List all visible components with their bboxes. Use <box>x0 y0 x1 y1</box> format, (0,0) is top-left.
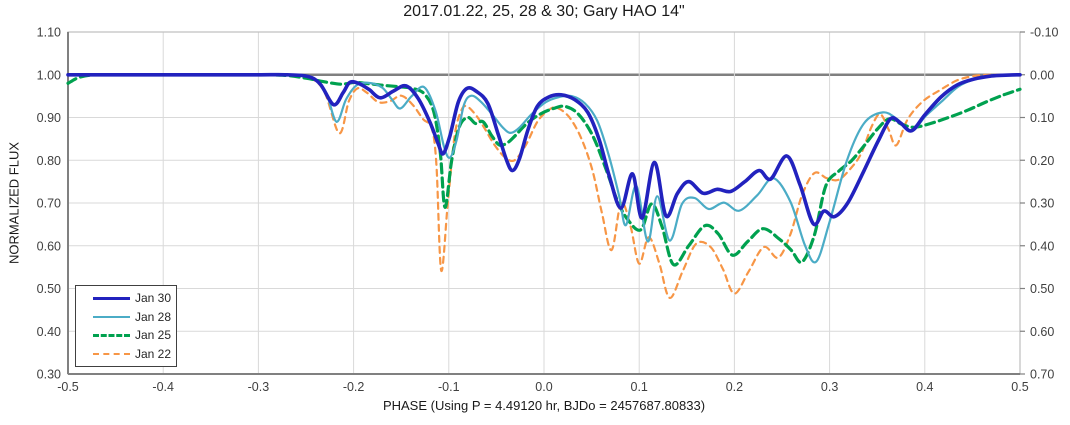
legend-item-jan-30: Jan 30 <box>93 292 176 304</box>
legend-line-sample-jan-30 <box>93 296 130 300</box>
y-tick-label-right: 0.00 <box>1030 68 1054 82</box>
x-tick-label: 0.0 <box>535 380 552 394</box>
x-tick-label: 0.4 <box>916 380 933 394</box>
legend-item-jan-22: Jan 22 <box>93 348 176 360</box>
x-tick-label: 0.1 <box>631 380 648 394</box>
x-tick-label: -0.4 <box>152 380 174 394</box>
y-tick-label-right: 0.50 <box>1030 282 1054 296</box>
y-tick-label-left: 1.10 <box>37 26 61 40</box>
x-tick-label: 0.5 <box>1011 380 1028 394</box>
series-line-jan-30 <box>66 72 1022 227</box>
legend-label: Jan 22 <box>135 346 172 361</box>
x-tick-label: -0.1 <box>438 380 460 394</box>
legend-line-sample-jan-22 <box>93 352 130 355</box>
x-tick-label: -0.5 <box>57 380 79 394</box>
x-tick-label: 0.3 <box>821 380 838 394</box>
x-tick-label: -0.2 <box>343 380 365 394</box>
legend-line-sample-jan-28 <box>93 315 130 318</box>
y-tick-label-left: 0.60 <box>37 239 61 253</box>
legend-label: Jan 25 <box>135 328 172 343</box>
y-tick-label-right: -0.10 <box>1030 26 1059 40</box>
y-tick-label-left: 1.00 <box>37 68 61 82</box>
y-tick-label-right: 0.70 <box>1030 368 1054 382</box>
y-tick-label-left: 0.50 <box>37 282 61 296</box>
legend-label: Jan 28 <box>135 309 172 324</box>
series-line-jan-22 <box>66 73 1022 299</box>
x-tick-label: 0.2 <box>726 380 743 394</box>
x-tick-label: -0.3 <box>248 380 270 394</box>
legend-item-jan-25: Jan 25 <box>93 329 176 341</box>
y-tick-label-left: 0.90 <box>37 111 61 125</box>
y-tick-label-right: 0.30 <box>1030 197 1054 211</box>
y-tick-label-left: 0.80 <box>37 154 61 168</box>
y-tick-label-right: 0.20 <box>1030 154 1054 168</box>
y-tick-label-left: 0.70 <box>37 197 61 211</box>
x-axis-title: PHASE (Using P = 4.49120 hr, BJDo = 2457… <box>382 398 706 413</box>
y-tick-label-left: 0.30 <box>37 368 61 382</box>
y-tick-label-left: 0.40 <box>37 325 61 339</box>
y-tick-label-right: 0.10 <box>1030 111 1054 125</box>
y-tick-label-right: 0.60 <box>1030 325 1054 339</box>
y-axis-title: NORMALIZED FLUX <box>6 141 22 265</box>
legend-label: Jan 30 <box>135 291 172 306</box>
legend-line-sample-jan-25 <box>93 333 130 337</box>
legend-item-jan-28: Jan 28 <box>93 311 176 323</box>
chart-title: 2017.01.22, 25, 28 & 30; Gary HAO 14" <box>403 3 685 20</box>
y-tick-label-right: 0.40 <box>1030 239 1054 253</box>
legend: Jan 30 Jan 28 Jan 25 Jan 22 <box>75 285 177 367</box>
